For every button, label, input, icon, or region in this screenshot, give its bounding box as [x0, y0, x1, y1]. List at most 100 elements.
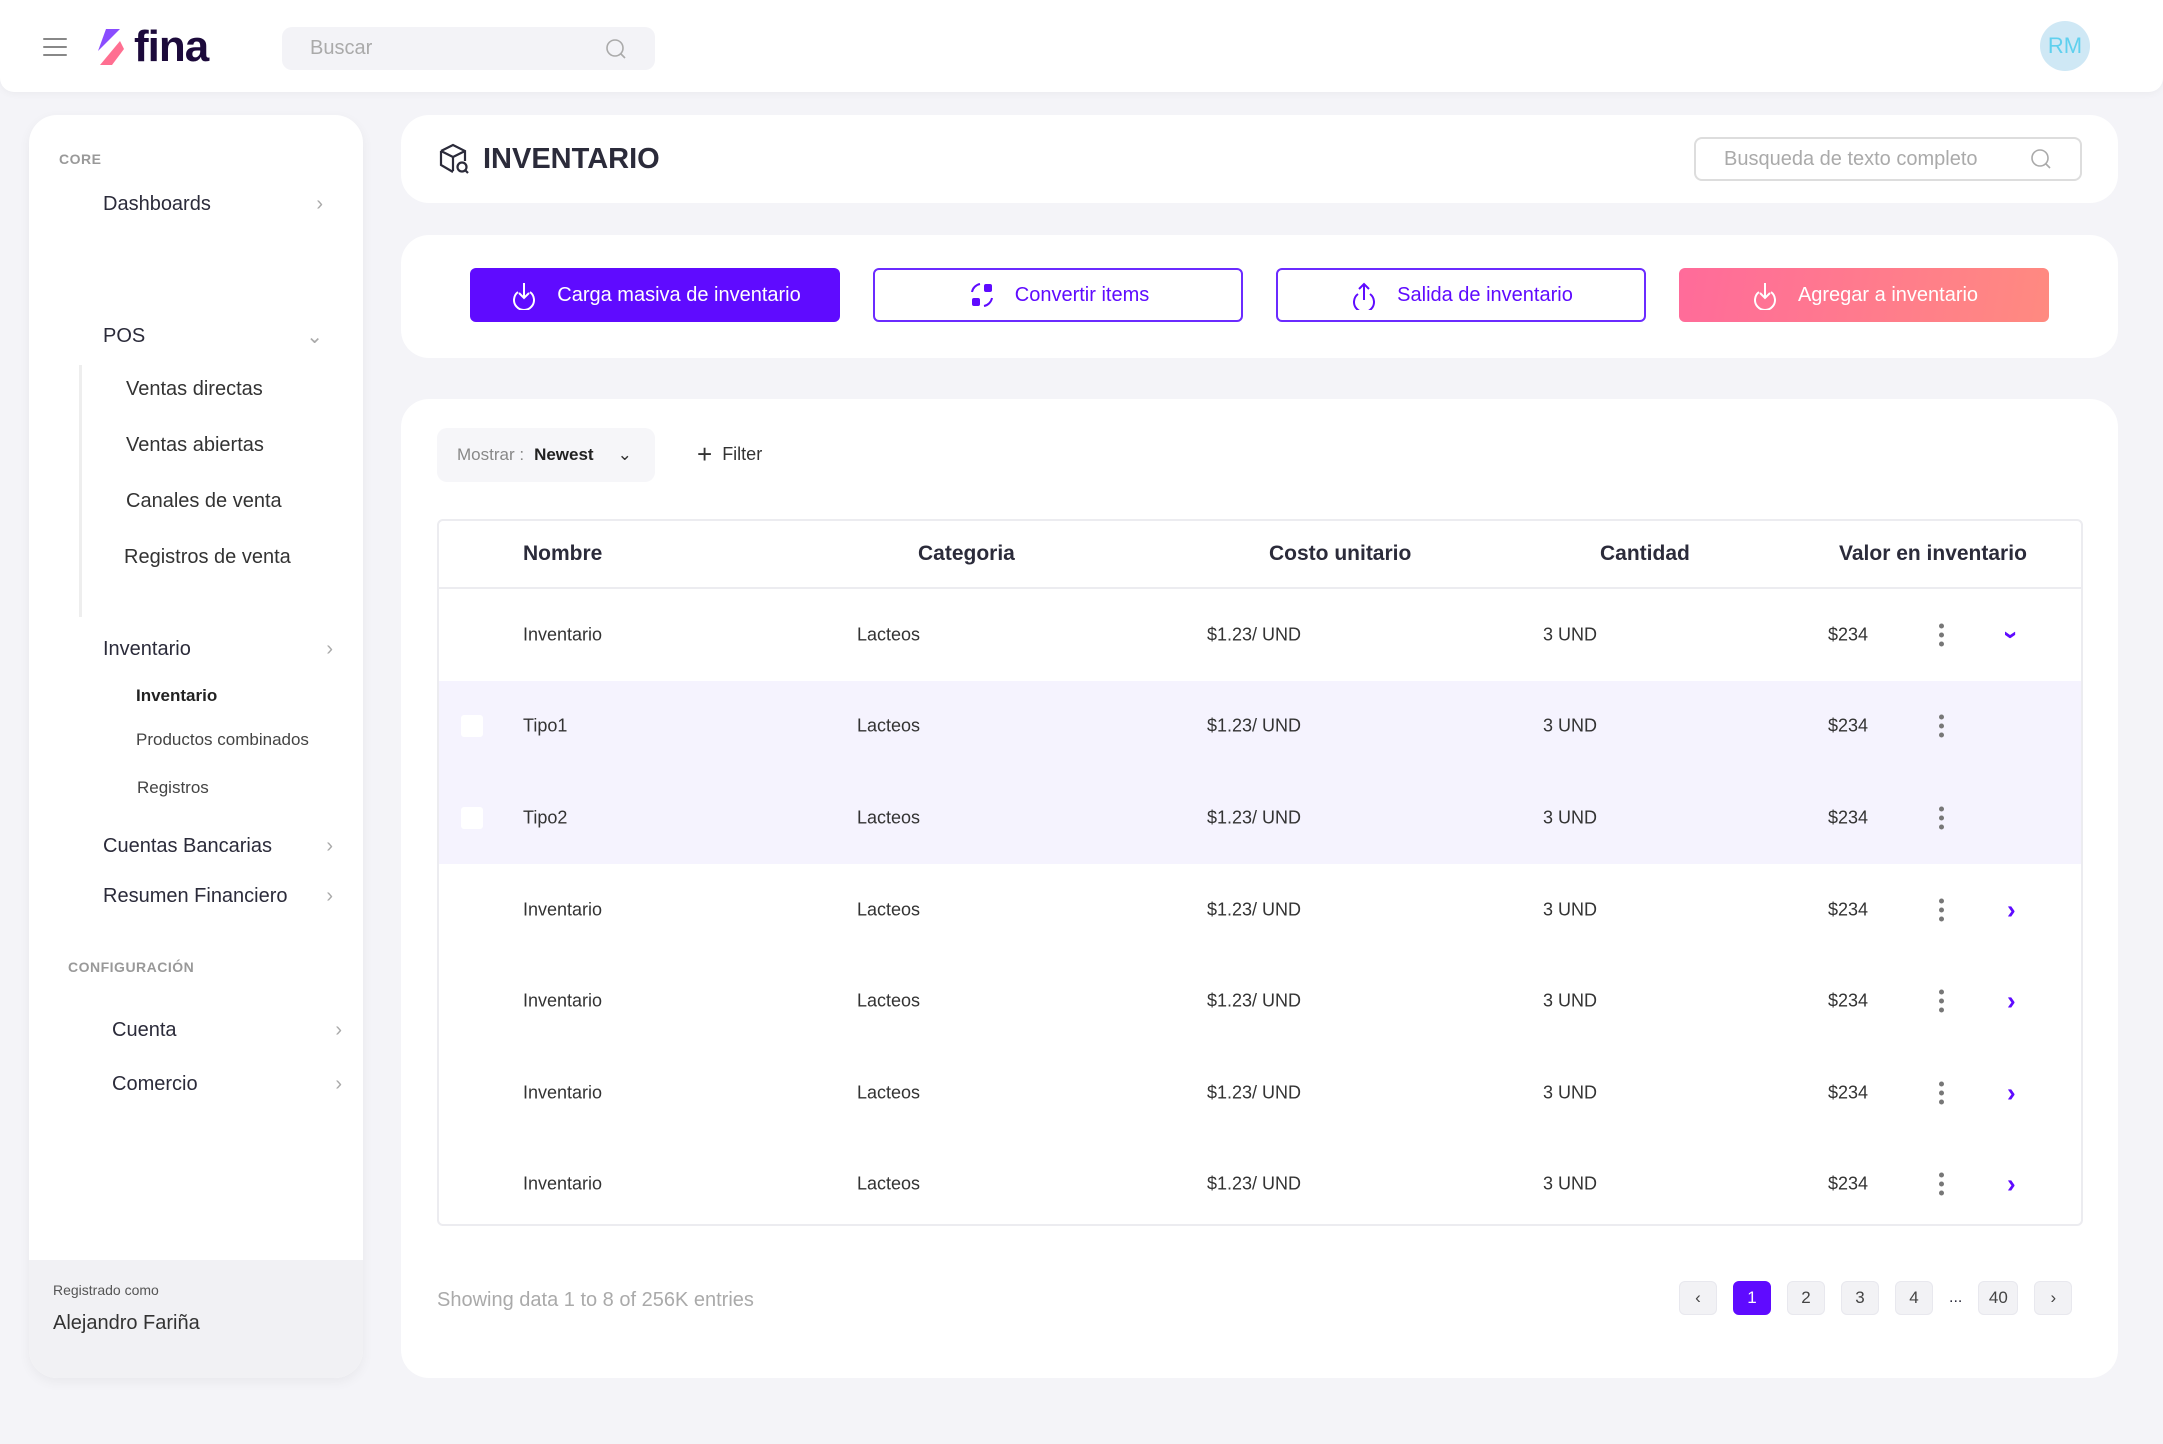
search-input[interactable]: Buscar	[282, 27, 655, 70]
table-row[interactable]: Tipo1 Lacteos $1.23/ UND 3 UND $234	[439, 680, 2081, 773]
cell-costo: $1.23/ UND	[1207, 807, 1302, 828]
more-options-icon[interactable]	[1939, 623, 1944, 647]
col-categoria[interactable]: Categoria	[918, 542, 1015, 565]
table-row[interactable]: Inventario Lacteos $1.23/ UND 3 UND $234…	[439, 864, 2081, 956]
sidebar-item-inventario[interactable]: Inventario ›	[103, 638, 333, 661]
cell-nombre: Tipo1	[523, 715, 568, 736]
cell-cantidad: 3 UND	[1543, 1173, 1598, 1194]
table-row[interactable]: Inventario Lacteos $1.23/ UND 3 UND $234…	[439, 955, 2081, 1047]
chevron-right-icon[interactable]: ›	[2007, 1077, 2016, 1108]
row-checkbox[interactable]	[461, 715, 483, 738]
sidebar-item-ventas-abiertas[interactable]: Ventas abiertas	[126, 434, 264, 456]
cell-categoria: Lacteos	[857, 990, 921, 1011]
ellipsis: ...	[1949, 1289, 1963, 1306]
menu-icon[interactable]	[43, 38, 67, 56]
label: Agregar a inventario	[1797, 283, 1979, 306]
sidebar-item-comercio[interactable]: Comercio ›	[112, 1073, 342, 1096]
page-title: INVENTARIO	[437, 142, 660, 176]
avatar[interactable]: RM	[2040, 21, 2090, 71]
sidebar-item-registros-venta[interactable]: Registros de venta	[124, 546, 291, 568]
cell-categoria: Lacteos	[857, 807, 921, 828]
cell-cantidad: 3 UND	[1543, 990, 1598, 1011]
page-button[interactable]: 2	[1787, 1281, 1825, 1315]
cell-nombre: Inventario	[523, 990, 603, 1011]
table-row[interactable]: Inventario Lacteos $1.23/ UND 3 UND $234…	[439, 1139, 2081, 1224]
label: Filter	[722, 444, 763, 464]
sidebar-subitem-productos-combinados[interactable]: Productos combinados	[136, 730, 309, 749]
page-button[interactable]: 4	[1895, 1281, 1933, 1315]
cell-cantidad: 3 UND	[1543, 624, 1598, 645]
add-filter-button[interactable]: + Filter	[697, 439, 762, 470]
cell-categoria: Lacteos	[857, 1082, 921, 1103]
chevron-right-icon[interactable]: ›	[2007, 894, 2016, 925]
chevron-down-icon[interactable]: ›	[1996, 630, 2027, 640]
bulk-upload-button[interactable]: Carga masiva de inventario	[470, 268, 840, 322]
label: Convertir items	[1014, 283, 1150, 306]
label: Inventario	[103, 638, 191, 660]
sidebar-item-pos[interactable]: POS ⌄	[103, 324, 323, 349]
chevron-right-icon: ›	[335, 1019, 342, 1041]
sidebar-item-ventas-directas[interactable]: Ventas directas	[126, 378, 263, 400]
cell-nombre: Inventario	[523, 624, 603, 645]
cell-costo: $1.23/ UND	[1207, 624, 1302, 645]
label: Resumen Financiero	[103, 885, 288, 907]
table-row[interactable]: Inventario Lacteos $1.23/ UND 3 UND $234…	[439, 1047, 2081, 1139]
more-options-icon[interactable]	[1939, 898, 1944, 922]
table-row[interactable]: Tipo2 Lacteos $1.23/ UND 3 UND $234	[439, 772, 2081, 864]
chevron-down-icon: ⌄	[306, 326, 323, 348]
actions-bar: Carga masiva de inventario Convertir ite…	[401, 235, 2118, 358]
col-valor[interactable]: Valor en inventario	[1839, 542, 2027, 565]
logo[interactable]: fina	[92, 22, 209, 72]
chevron-right-icon[interactable]: ›	[2007, 985, 2016, 1016]
user-footer: Registrado como Alejandro Fariña	[29, 1260, 363, 1378]
divider	[79, 365, 82, 617]
col-cantidad[interactable]: Cantidad	[1600, 542, 1690, 565]
sidebar-subitem-registros[interactable]: Registros	[137, 778, 209, 797]
col-nombre[interactable]: Nombre	[523, 542, 603, 565]
cell-valor: $234	[1828, 1082, 1869, 1103]
label: Carga masiva de inventario	[557, 283, 801, 306]
cell-categoria: Lacteos	[857, 1173, 921, 1194]
more-options-icon[interactable]	[1939, 989, 1944, 1013]
row-checkbox[interactable]	[461, 806, 483, 829]
chevron-right-icon: ›	[326, 885, 333, 907]
convert-items-button[interactable]: Convertir items	[873, 268, 1243, 322]
col-costo[interactable]: Costo unitario	[1269, 542, 1412, 565]
sort-dropdown[interactable]: Mostrar : Newest ⌄	[437, 428, 655, 482]
page-button[interactable]: 3	[1841, 1281, 1879, 1315]
chevron-down-icon: ⌄	[617, 445, 632, 464]
page-header: INVENTARIO Busqueda de texto completo	[401, 115, 2118, 203]
upload-icon	[1353, 282, 1376, 310]
sidebar-item-resumen-financiero[interactable]: Resumen Financiero ›	[103, 885, 333, 908]
pagination: ‹ 1 2 3 4 ... 40 ›	[1679, 1281, 2073, 1315]
inventory-panel: Mostrar : Newest ⌄ + Filter Nombre Categ…	[401, 399, 2118, 1378]
sidebar-item-cuenta[interactable]: Cuenta ›	[112, 1019, 342, 1042]
inventory-table: Nombre Categoria Costo unitario Cantidad…	[437, 519, 2083, 1226]
chevron-right-icon[interactable]: ›	[2007, 1168, 2016, 1199]
label: POS	[103, 325, 146, 347]
next-page-button[interactable]: ›	[2034, 1281, 2073, 1315]
add-to-inventory-button[interactable]: Agregar a inventario	[1679, 268, 2049, 322]
full-text-search-input[interactable]: Busqueda de texto completo	[1694, 137, 2082, 181]
cell-valor: $234	[1828, 899, 1869, 920]
sort-label: Mostrar :	[457, 445, 525, 464]
page-button[interactable]: 1	[1733, 1281, 1771, 1315]
search-icon	[606, 38, 626, 59]
registered-as-label: Registrado como	[53, 1282, 159, 1298]
sidebar-item-cuentas-bancarias[interactable]: Cuentas Bancarias ›	[103, 835, 333, 858]
prev-page-button[interactable]: ‹	[1679, 1281, 1717, 1315]
more-options-icon[interactable]	[1939, 806, 1944, 830]
more-options-icon[interactable]	[1939, 1081, 1944, 1105]
more-options-icon[interactable]	[1939, 714, 1944, 738]
search-placeholder: Busqueda de texto completo	[1724, 147, 1978, 170]
cell-costo: $1.23/ UND	[1207, 899, 1302, 920]
sidebar-item-canales[interactable]: Canales de venta	[126, 490, 282, 512]
cell-cantidad: 3 UND	[1543, 715, 1598, 736]
sidebar-subitem-inventario[interactable]: Inventario	[136, 686, 218, 705]
inventory-out-button[interactable]: Salida de inventario	[1276, 268, 1646, 322]
table-row[interactable]: Inventario Lacteos $1.23/ UND 3 UND $234…	[439, 589, 2081, 681]
sidebar-item-dashboards[interactable]: Dashboards ›	[103, 193, 323, 216]
more-options-icon[interactable]	[1939, 1172, 1944, 1196]
page-button[interactable]: 40	[1978, 1281, 2019, 1315]
cell-nombre: Tipo2	[523, 807, 568, 828]
